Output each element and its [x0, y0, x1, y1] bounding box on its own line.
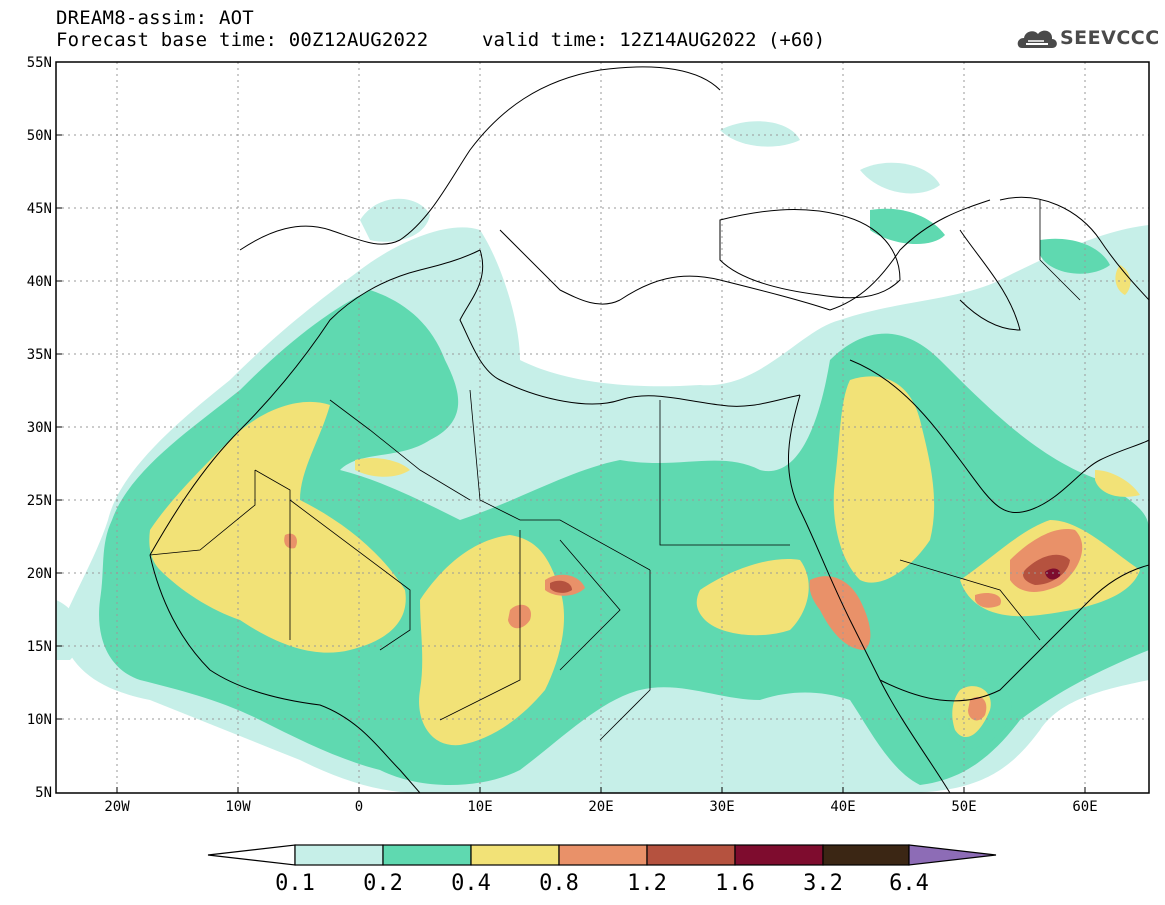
colorbar-label: 1.2	[627, 871, 667, 896]
forecast-base-time: Forecast base time: 00Z12AUG2022	[56, 29, 429, 51]
lon-label: 30E	[709, 799, 735, 815]
colorbar-label: 6.4	[889, 871, 929, 896]
lat-label: 50N	[26, 128, 52, 144]
lon-label: 50E	[951, 799, 977, 815]
colorbar-label: 0.4	[451, 871, 491, 896]
lon-label: 60E	[1072, 799, 1098, 815]
chart-title: DREAM8-assim: AOT	[56, 7, 254, 29]
country-borders	[149, 200, 1081, 741]
lat-label: 5N	[35, 785, 52, 801]
axis-ticks	[56, 134, 1086, 793]
lat-label: 40N	[26, 274, 52, 290]
aot-fields	[56, 121, 1149, 793]
colorbar-label: 3.2	[803, 871, 843, 896]
lat-label: 20N	[26, 566, 52, 582]
colorbar-label: 1.6	[715, 871, 755, 896]
aot-band-1.6	[1045, 568, 1061, 580]
lon-label: 10E	[467, 799, 493, 815]
logo-text: SEEVCCC	[1060, 27, 1160, 49]
lat-label: 55N	[26, 55, 52, 71]
aot-band-0.4	[149, 265, 1140, 746]
colorbar-label: 0.8	[539, 871, 579, 896]
lon-label: 20E	[588, 799, 614, 815]
cloud-icon	[1017, 30, 1057, 48]
colorbar-label: 0.1	[275, 871, 315, 896]
lat-label: 30N	[26, 420, 52, 436]
lat-label: 25N	[26, 493, 52, 509]
colorbar-label: 0.2	[363, 871, 403, 896]
coastlines	[149, 66, 1149, 793]
lat-label: 15N	[26, 639, 52, 655]
gridlines	[56, 62, 1149, 793]
lat-label: 10N	[26, 712, 52, 728]
lon-label: 0	[354, 799, 364, 815]
lon-label: 10W	[225, 799, 251, 815]
lat-label: 35N	[26, 347, 52, 363]
valid-time: valid time: 12Z14AUG2022 (+60)	[482, 29, 826, 51]
lon-label: 20W	[104, 799, 130, 815]
lon-label: 40E	[830, 799, 856, 815]
lat-label: 45N	[26, 201, 52, 217]
